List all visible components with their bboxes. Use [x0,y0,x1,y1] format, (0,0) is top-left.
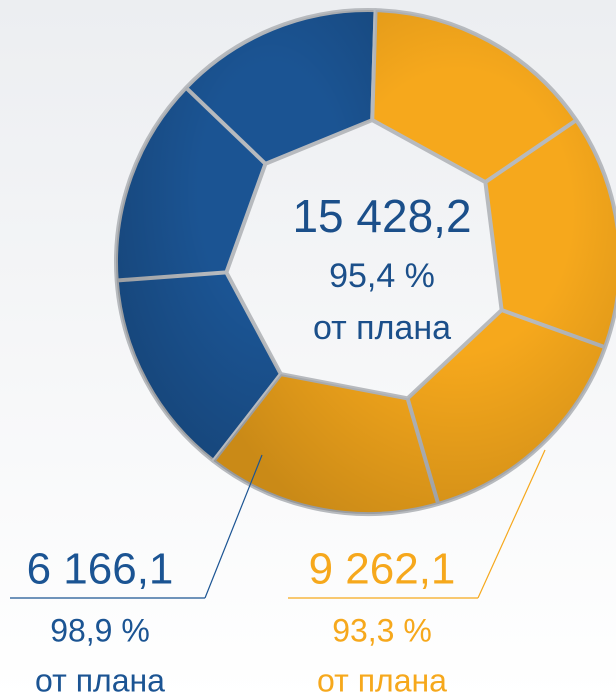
leader-line [204,454,263,599]
total-note: от плана [313,309,451,347]
slice-value: 9 262,1 [309,545,456,594]
slice-note: от плана [35,662,165,698]
slice-value: 6 166,1 [27,545,174,594]
total-value: 15 428,2 [292,190,471,242]
total-percent: 95,4 % [329,257,435,295]
slice-percent: 98,9 % [50,612,150,648]
slice-note: от плана [317,662,447,698]
leader-line [477,449,546,599]
slice-labels: 6 166,1 98,9 % от плана 9 262,1 93,3 % от пла… [10,449,546,698]
slice-percent: 93,3 % [332,612,432,648]
